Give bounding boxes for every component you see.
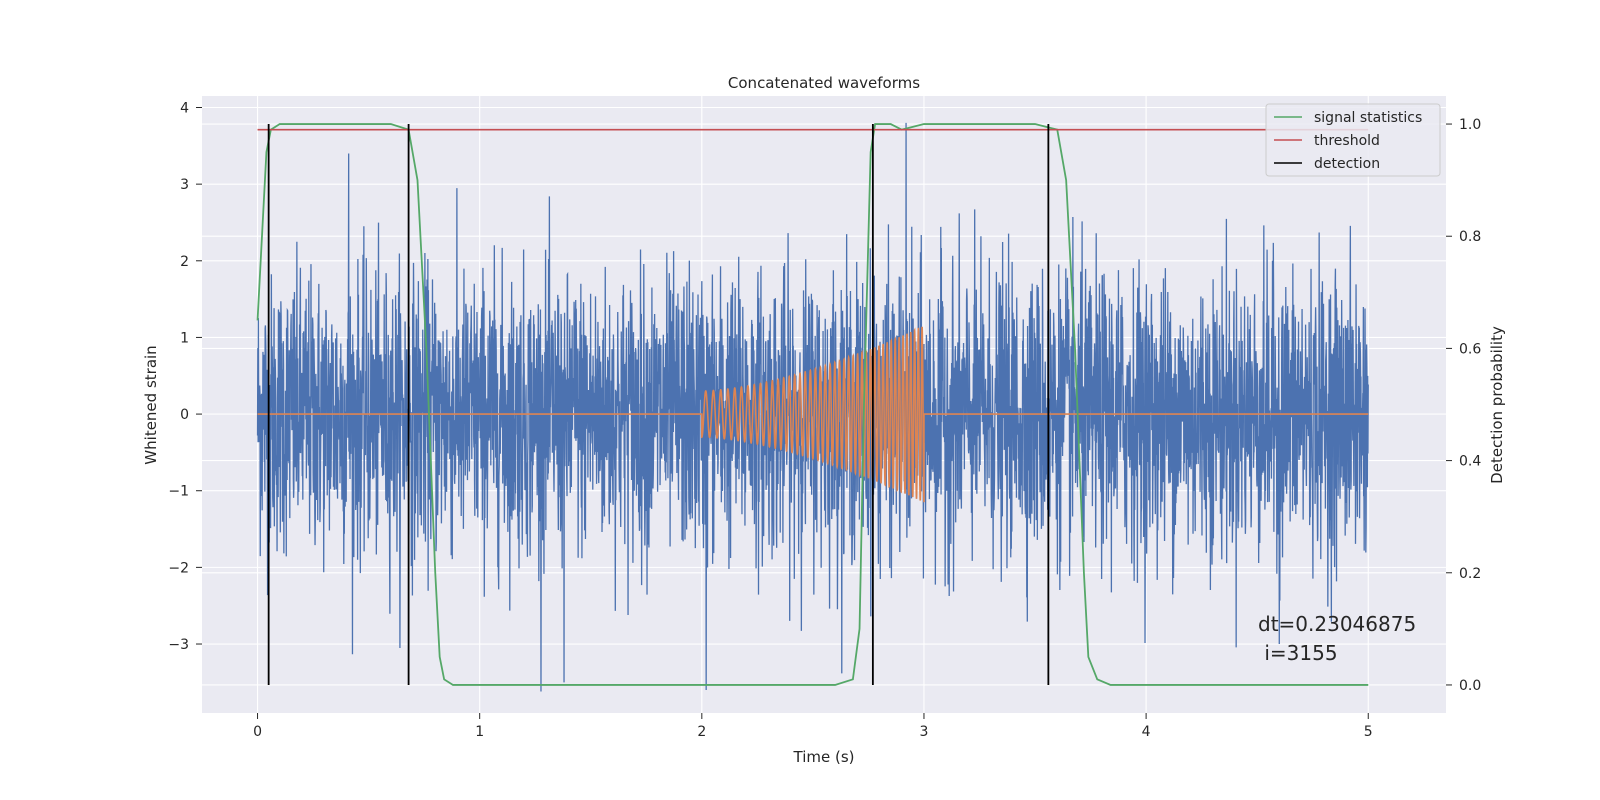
series-whitened-strain bbox=[256, 122, 1369, 692]
y2-tick-label: 0.8 bbox=[1459, 229, 1481, 245]
y-tick-label: −3 bbox=[168, 637, 189, 653]
y-tick-label: 4 bbox=[180, 100, 189, 116]
y2-tick-label: 1.0 bbox=[1459, 117, 1481, 133]
y2-axis-label: Detection probability bbox=[1488, 326, 1506, 484]
y-tick-label: 1 bbox=[180, 330, 189, 346]
y-tick-label: −2 bbox=[168, 560, 189, 576]
legend-label-detection: detection bbox=[1314, 156, 1380, 172]
x-tick-label: 3 bbox=[920, 724, 929, 740]
y2-tick-label: 0.2 bbox=[1459, 566, 1481, 582]
x-tick-label: 5 bbox=[1364, 724, 1373, 740]
series-injected-chirp bbox=[257, 326, 1369, 503]
chart-title: Concatenated waveforms bbox=[728, 74, 920, 92]
y-axis-label: Whitened strain bbox=[142, 345, 160, 464]
x-tick-label: 2 bbox=[697, 724, 706, 740]
x-tick-label: 1 bbox=[475, 724, 484, 740]
y-tick-label: 3 bbox=[180, 177, 189, 193]
series-layer bbox=[256, 122, 1369, 692]
x-tick-label: 0 bbox=[253, 724, 262, 740]
y2-tick-label: 0.0 bbox=[1459, 678, 1481, 694]
annotation-dt: dt=0.23046875 bbox=[1258, 612, 1416, 636]
x-axis-label: Time (s) bbox=[793, 748, 855, 766]
y2-tick-label: 0.4 bbox=[1459, 454, 1481, 470]
ticks: 0 1 2 3 4 5 −3 −2 −1 0 1 2 3 4 0.0 0.2 0.4 0.6 0.8 1.0 bbox=[168, 100, 1481, 740]
legend-box bbox=[1265, 103, 1441, 177]
y-tick-label: 0 bbox=[180, 407, 189, 423]
legend-label-signal-statistics: signal statistics bbox=[1314, 110, 1422, 126]
annotation-i: i=3155 bbox=[1258, 641, 1338, 665]
x-tick-label: 4 bbox=[1142, 724, 1151, 740]
y-tick-label: −1 bbox=[168, 484, 189, 500]
y2-tick-label: 0.6 bbox=[1459, 341, 1481, 357]
legend-label-threshold: threshold bbox=[1314, 133, 1380, 149]
y-tick-label: 2 bbox=[180, 254, 189, 270]
series-signal-statistics bbox=[256, 123, 1369, 686]
legend: signal statistics threshold detection bbox=[1265, 103, 1441, 177]
